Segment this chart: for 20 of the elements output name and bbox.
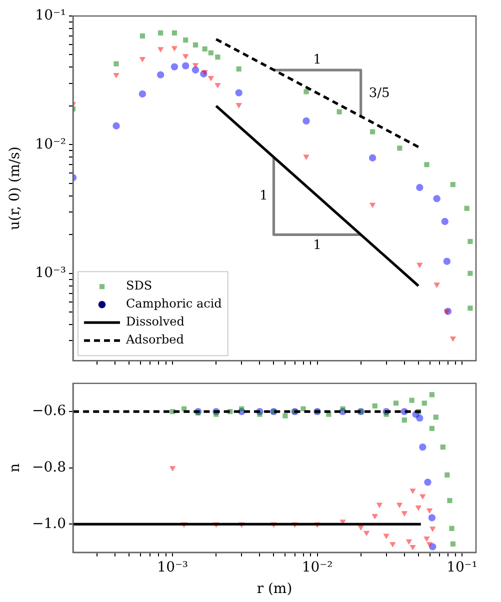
y-tick-label: −1.0 bbox=[32, 516, 66, 532]
y-axis-title: u(r, 0) (m/s) bbox=[7, 146, 24, 230]
x-tick-label: 10⁻³ bbox=[157, 559, 188, 576]
legend-label: Camphoric acid bbox=[126, 296, 222, 311]
legend-label: Adsorbed bbox=[125, 332, 184, 347]
annotation: 1 bbox=[313, 238, 322, 254]
annotation: 1 bbox=[259, 188, 268, 204]
y-axis-title: n bbox=[7, 463, 24, 472]
y-tick-label: 10⁻³ bbox=[35, 265, 66, 282]
annotation: 1 bbox=[313, 52, 322, 68]
y-tick-label: 10⁻¹ bbox=[35, 8, 66, 24]
y-tick-label: −0.8 bbox=[32, 460, 66, 476]
y-tick-label: −0.6 bbox=[32, 403, 66, 420]
legend-label: SDS bbox=[126, 278, 152, 293]
y-tick-label: 10⁻² bbox=[35, 136, 66, 152]
x-axis-title: r (m) bbox=[256, 581, 292, 598]
x-tick-label: 10⁻¹ bbox=[446, 559, 478, 576]
x-tick-label: 10⁻² bbox=[302, 559, 333, 576]
annotation: 3/5 bbox=[368, 86, 390, 101]
legend-label: Dissolved bbox=[126, 314, 185, 329]
